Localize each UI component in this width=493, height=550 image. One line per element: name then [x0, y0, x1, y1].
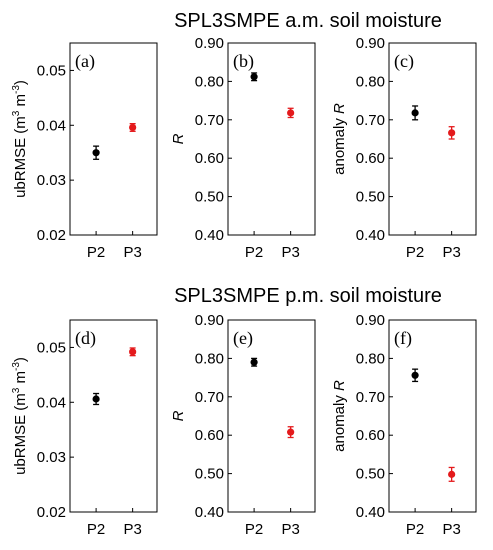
y-axis-label-text: anomaly	[331, 114, 348, 175]
y-tick-label: 0.04	[37, 394, 66, 411]
axes-frame	[69, 319, 158, 513]
y-tick-label: 0.40	[356, 504, 385, 521]
row-title-pm: SPL3SMPE p.m. soil moisture	[174, 285, 442, 307]
panel-label: (c)	[394, 51, 414, 72]
y-axis-label-text: m	[12, 371, 29, 388]
y-axis-label-symbol: R	[331, 103, 348, 114]
panel-b: 0.40 0.50 0.60 0.70 0.80 0.90 P2 P3 (b) R	[170, 35, 316, 261]
data-point-p2	[411, 109, 419, 117]
y-tick-label: 0.70	[356, 389, 385, 406]
data-point-p2	[411, 371, 419, 379]
data-point-p2	[250, 358, 258, 366]
y-tick-label: 0.80	[195, 73, 224, 90]
panel-e: 0.40 0.50 0.60 0.70 0.80 0.90 P2 P3 (e) R	[170, 312, 316, 538]
y-tick-label: 0.60	[356, 150, 385, 167]
axes-frame	[388, 42, 477, 236]
y-tick-label: 0.50	[356, 466, 385, 483]
data-point-p3	[287, 428, 295, 436]
y-tick-label: 0.80	[356, 73, 385, 90]
x-tick-label: P2	[406, 244, 424, 261]
y-axis-label-text: anomaly	[331, 391, 348, 452]
y-tick-label: 0.03	[37, 172, 66, 189]
y-axis-label-text: )	[12, 357, 29, 362]
axes-frame	[227, 42, 316, 236]
panel-f: 0.40 0.50 0.60 0.70 0.80 0.90 P2 P3 (f) anomaly R	[331, 312, 477, 538]
y-tick-label: 0.80	[356, 350, 385, 367]
y-tick-label: 0.90	[195, 35, 224, 52]
x-tick-label: P3	[281, 244, 299, 261]
data-point-p2	[250, 73, 258, 81]
y-axis-label-text: )	[12, 80, 29, 85]
panel-label: (d)	[75, 328, 96, 349]
data-point-p2	[92, 149, 100, 157]
y-axis-label-text: ubRMSE (m	[12, 393, 29, 475]
y-tick-label: 0.02	[37, 227, 66, 244]
x-tick-label: P2	[406, 521, 424, 538]
x-tick-label: P3	[442, 521, 460, 538]
y-tick-label: 0.40	[195, 227, 224, 244]
y-tick-label: 0.05	[37, 62, 66, 79]
data-point-p3	[129, 123, 137, 132]
data-point-p2	[92, 395, 100, 403]
x-tick-label: P2	[87, 521, 105, 538]
x-tick-label: P3	[442, 244, 460, 261]
y-axis-label-text: m	[12, 94, 29, 111]
y-tick-label: 0.60	[195, 427, 224, 444]
y-tick-label: 0.90	[195, 312, 224, 329]
y-tick-label: 0.40	[195, 504, 224, 521]
axes-frame	[388, 319, 477, 513]
y-axis-label-symbol: R	[331, 380, 348, 391]
panel-label: (a)	[75, 51, 95, 72]
y-tick-label: 0.03	[37, 449, 66, 466]
panel-d: 0.02 0.03 0.04 0.05 P2 P3 (d) ubRMSE (m3 m-3)	[11, 319, 158, 538]
data-point-p3	[129, 348, 137, 356]
y-tick-label: 0.90	[356, 312, 385, 329]
y-tick-label: 0.02	[37, 504, 66, 521]
y-tick-label: 0.90	[356, 35, 385, 52]
y-axis-label-superscript: 3	[11, 387, 22, 393]
y-axis-label: anomaly R	[331, 103, 348, 175]
x-tick-label: P2	[87, 244, 105, 261]
y-tick-label: 0.70	[195, 389, 224, 406]
y-tick-label: 0.05	[37, 339, 66, 356]
y-tick-label: 0.50	[195, 466, 224, 483]
panel-c: 0.40 0.50 0.60 0.70 0.80 0.90 P2 P3 (c) anomaly R	[331, 35, 477, 261]
x-tick-label: P3	[123, 521, 141, 538]
row-title-am: SPL3SMPE a.m. soil moisture	[174, 10, 442, 32]
axes-frame	[227, 319, 316, 513]
y-tick-label: 0.40	[356, 227, 385, 244]
y-tick-label: 0.50	[195, 189, 224, 206]
panel-label: (e)	[233, 328, 253, 349]
data-point-p3	[448, 470, 456, 478]
data-point-p3	[448, 129, 456, 137]
panel-label: (f)	[394, 328, 412, 349]
y-tick-label: 0.70	[356, 112, 385, 129]
x-tick-label: P2	[245, 521, 263, 538]
y-axis-label: anomaly R	[331, 380, 348, 452]
panel-label: (b)	[233, 51, 254, 72]
axes-frame	[69, 42, 158, 236]
y-tick-label: 0.80	[195, 350, 224, 367]
y-tick-label: 0.50	[356, 189, 385, 206]
y-tick-label: 0.60	[356, 427, 385, 444]
y-tick-label: 0.04	[37, 117, 66, 134]
y-axis-label-superscript: 3	[11, 110, 22, 116]
y-axis-label: ubRMSE (m3 m-3)	[11, 357, 29, 475]
panel-a: 0.02 0.03 0.04 0.05 P2 P3 (a) ubRMSE (m3 m-3)	[11, 42, 158, 261]
data-point-p3	[287, 109, 295, 117]
x-tick-label: P2	[245, 244, 263, 261]
y-axis-label-superscript: -3	[11, 362, 22, 371]
y-axis-label: ubRMSE (m3 m-3)	[11, 80, 29, 198]
y-tick-label: 0.70	[195, 112, 224, 129]
x-tick-label: P3	[281, 521, 299, 538]
y-axis-label: R	[170, 410, 187, 421]
y-axis-label-superscript: -3	[11, 85, 22, 94]
x-tick-label: P3	[123, 244, 141, 261]
y-axis-label: R	[170, 133, 187, 144]
y-tick-label: 0.60	[195, 150, 224, 167]
y-axis-label-text: ubRMSE (m	[12, 116, 29, 198]
